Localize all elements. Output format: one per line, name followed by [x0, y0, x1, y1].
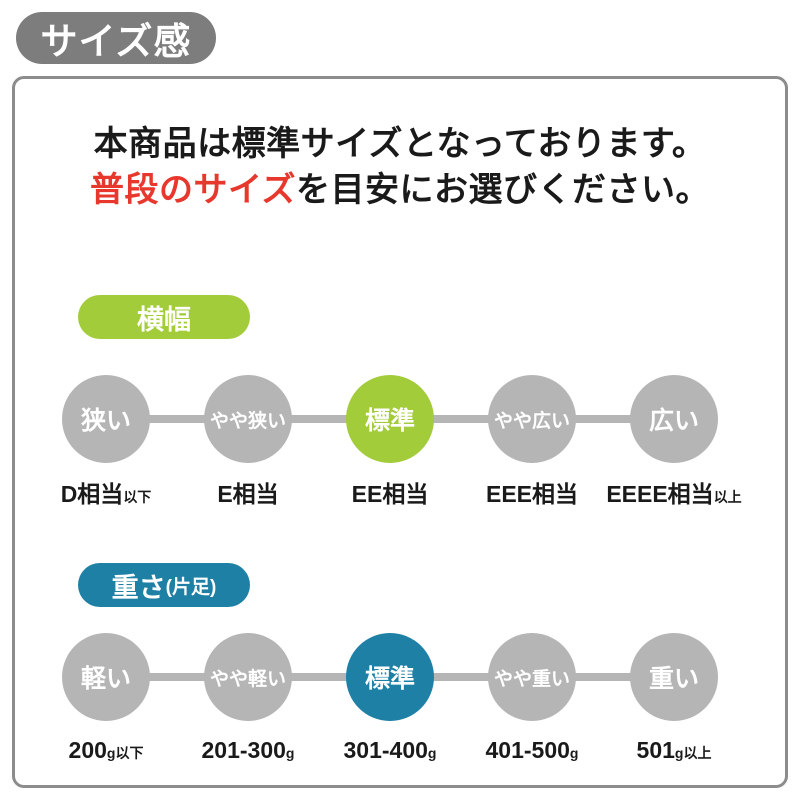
step-value-suffix: 以上 [713, 489, 742, 505]
weight-badge-suffix: (片足) [165, 576, 217, 598]
size-info-card: 本商品は標準サイズとなっております。 普段のサイズを目安にお選びください。 横幅… [12, 76, 788, 788]
step-value-suffix: g以下 [106, 744, 144, 761]
step-value: 301-400 g [344, 737, 437, 764]
intro-line2-rest: を目安にお選びください。 [295, 171, 710, 209]
weight-step-1: 軽い [35, 633, 177, 721]
step-circle: 重い [630, 633, 718, 721]
intro-highlight: 普段のサイズ [90, 171, 296, 209]
step-value-suffix: g [285, 744, 295, 761]
step-value-main: 200 [68, 736, 107, 763]
step-circle: やや広い [488, 375, 576, 463]
step-value: 201-300 g [202, 737, 295, 764]
weight-value-2: 201-300 g [177, 735, 319, 765]
step-value: EEE相当 [486, 475, 578, 509]
width-value-2: E相当 [177, 477, 319, 507]
weight-section-badge: 重さ (片足) [78, 563, 250, 607]
step-circle: やや軽い [204, 633, 292, 721]
step-value-main: 501 [636, 736, 675, 763]
weight-value-1: 200 g以下 [35, 735, 177, 765]
width-step-5: 広い [603, 375, 745, 463]
step-circle-label: やや広い [493, 410, 570, 432]
step-circle: 狭い [62, 375, 150, 463]
width-value-row: D相当 以下 E相当 EE相当 EEE相当 EEEE相当 以上 [35, 477, 745, 507]
width-value-5: EEEE相当 以上 [603, 477, 745, 507]
weight-step-4: やや重い [461, 633, 603, 721]
width-step-1: 狭い [35, 375, 177, 463]
weight-step-2: やや軽い [177, 633, 319, 721]
step-value-main: E相当 [217, 481, 279, 507]
step-circle-label: 狭い [80, 407, 131, 435]
weight-step-5: 重い [603, 633, 745, 721]
step-value: D相当 以下 [61, 475, 152, 509]
intro-line1: 本商品は標準サイズとなっております。 [93, 125, 707, 163]
width-value-3: EE相当 [319, 477, 461, 507]
width-step-3-active: 標準 [319, 375, 461, 463]
step-value: 200 g以下 [69, 737, 144, 764]
step-circle-active: 標準 [346, 375, 434, 463]
step-value-suffix: g [427, 744, 437, 761]
weight-value-5: 501 g以上 [603, 735, 745, 765]
width-value-1: D相当 以下 [35, 477, 177, 507]
width-step-4: やや広い [461, 375, 603, 463]
step-circle-label: 重い [648, 665, 699, 693]
weight-badge-label: 重さ [111, 572, 166, 603]
step-value-main: 301-400 [343, 736, 428, 763]
title-badge: サイズ感 [16, 12, 216, 64]
step-value-main: 401-500 [485, 736, 570, 763]
step-circle-label: やや狭い [209, 410, 286, 432]
step-circle-label: 標準 [364, 407, 415, 435]
step-circle-label: 標準 [364, 665, 415, 693]
step-value: EEEE相当 以上 [606, 475, 741, 509]
intro-text: 本商品は標準サイズとなっております。 普段のサイズを目安にお選びください。 [27, 121, 773, 213]
step-value-suffix: g [569, 744, 579, 761]
intro-line2: 普段のサイズを目安にお選びください。 [27, 167, 773, 213]
step-circle-label: 軽い [80, 665, 131, 693]
step-value: EE相当 [352, 475, 429, 509]
step-value: E相当 [217, 475, 278, 509]
step-value: 401-500 g [486, 737, 579, 764]
weight-value-3: 301-400 g [319, 735, 461, 765]
weight-step-3-active: 標準 [319, 633, 461, 721]
step-value-suffix: g以上 [674, 744, 712, 761]
step-circle-label: やや軽い [209, 668, 286, 690]
step-circle-label: 広い [648, 407, 699, 435]
width-value-4: EEE相当 [461, 477, 603, 507]
step-circle-label: やや重い [493, 668, 570, 690]
step-circle: やや重い [488, 633, 576, 721]
width-step-2: やや狭い [177, 375, 319, 463]
step-circle: 軽い [62, 633, 150, 721]
step-value-main: EEEE相当 [606, 481, 714, 507]
step-value-main: 201-300 [201, 736, 286, 763]
width-badge-label: 横幅 [137, 304, 191, 335]
title-badge-label: サイズ感 [40, 21, 192, 62]
weight-value-row: 200 g以下 201-300 g 301-400 g 401-500 g 501 g以上 [35, 735, 745, 765]
step-value-main: EEE相当 [485, 481, 579, 507]
step-circle-active: 標準 [346, 633, 434, 721]
step-circle: やや狭い [204, 375, 292, 463]
step-circle: 広い [630, 375, 718, 463]
step-value-main: D相当 [60, 481, 124, 507]
weight-step-row: 軽い やや軽い 標準 やや重い 重い [35, 633, 745, 721]
step-value-main: EE相当 [351, 481, 429, 507]
width-section-badge: 横幅 [78, 295, 250, 339]
step-value: 501 g以上 [637, 737, 712, 764]
width-step-row: 狭い やや狭い 標準 やや広い 広い [35, 375, 745, 463]
step-value-suffix: 以下 [123, 489, 152, 505]
weight-value-4: 401-500 g [461, 735, 603, 765]
